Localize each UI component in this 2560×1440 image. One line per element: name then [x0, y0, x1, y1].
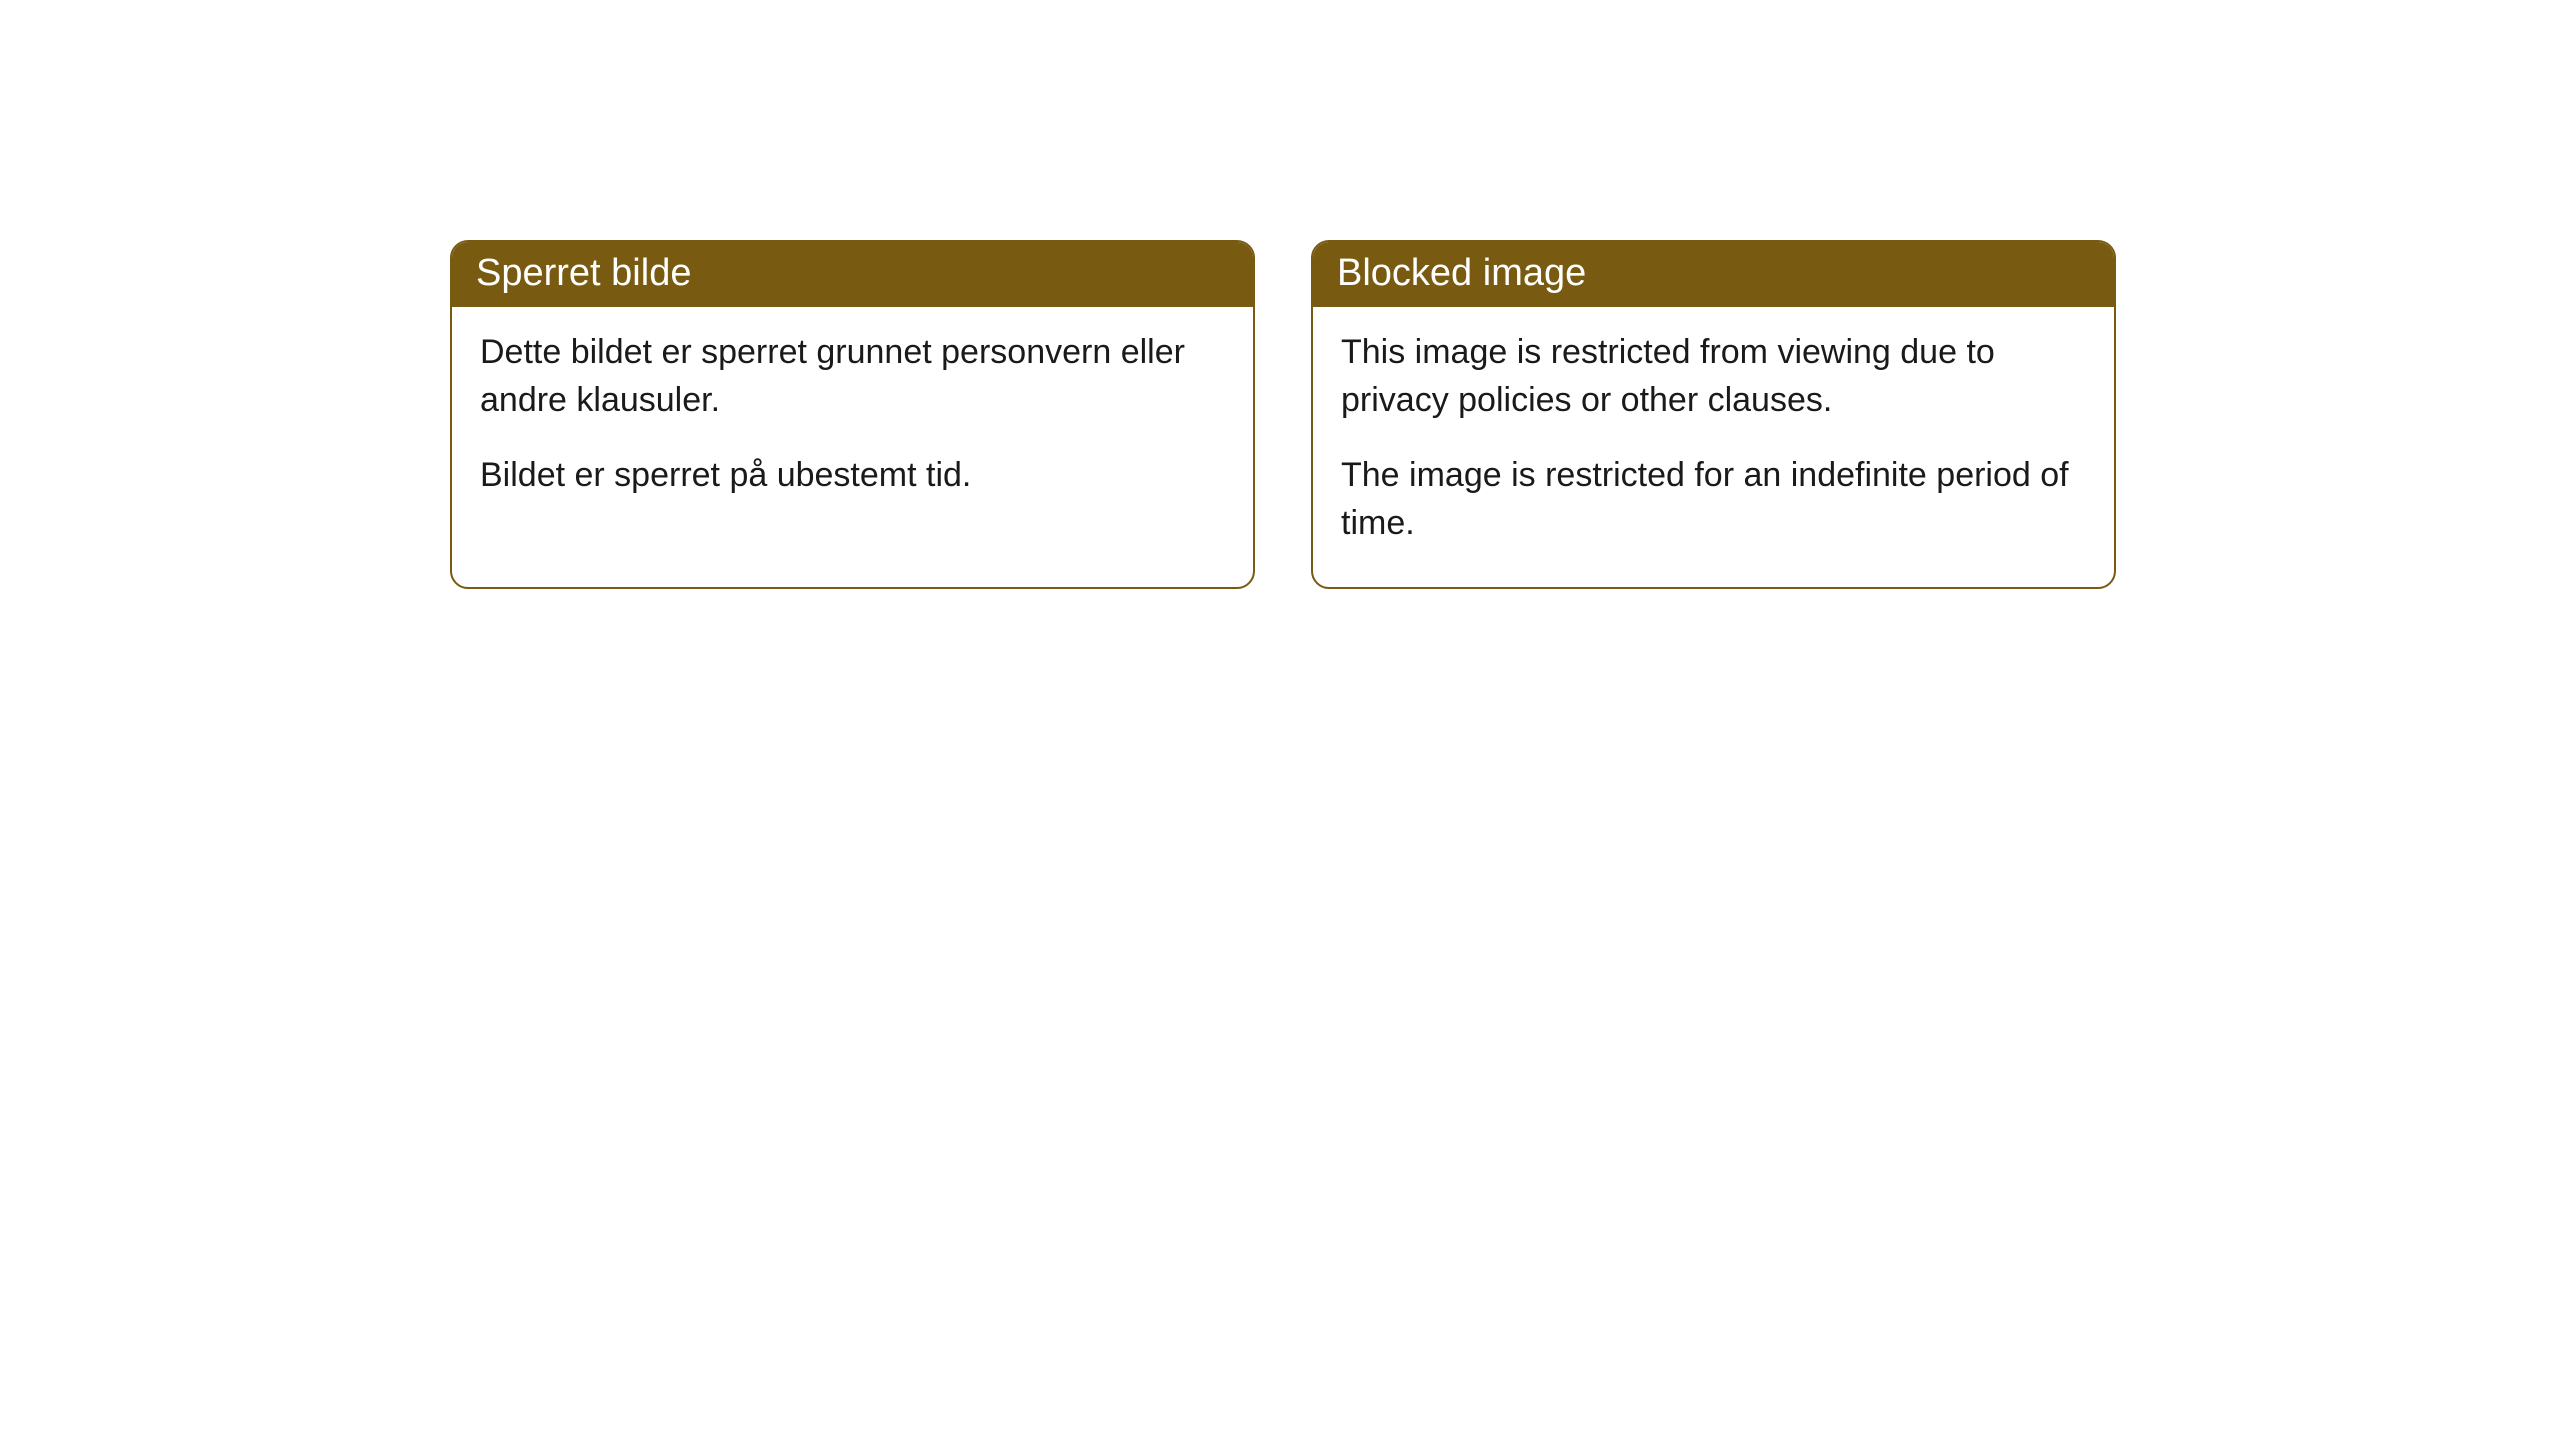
card-header-norwegian: Sperret bilde	[452, 242, 1253, 307]
card-text-line1-norwegian: Dette bildet er sperret grunnet personve…	[480, 329, 1225, 424]
cards-container: Sperret bilde Dette bildet er sperret gr…	[450, 240, 2560, 589]
card-text-line2-norwegian: Bildet er sperret på ubestemt tid.	[480, 452, 1225, 500]
card-english: Blocked image This image is restricted f…	[1311, 240, 2116, 589]
card-text-line2-english: The image is restricted for an indefinit…	[1341, 452, 2086, 547]
card-text-line1-english: This image is restricted from viewing du…	[1341, 329, 2086, 424]
card-norwegian: Sperret bilde Dette bildet er sperret gr…	[450, 240, 1255, 589]
card-body-english: This image is restricted from viewing du…	[1313, 307, 2114, 587]
card-header-english: Blocked image	[1313, 242, 2114, 307]
card-body-norwegian: Dette bildet er sperret grunnet personve…	[452, 307, 1253, 540]
